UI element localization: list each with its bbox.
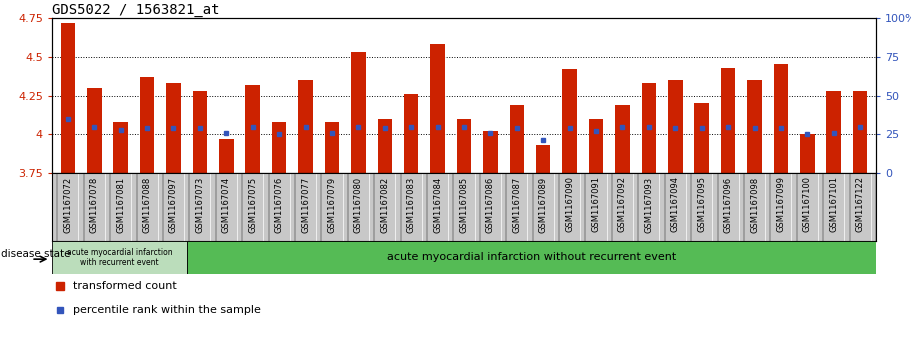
Bar	[773, 65, 788, 173]
FancyBboxPatch shape	[187, 241, 876, 274]
Text: GSM1167099: GSM1167099	[776, 176, 785, 232]
Text: GSM1167085: GSM1167085	[459, 176, 468, 233]
Text: GSM1167079: GSM1167079	[327, 176, 336, 233]
Bar	[800, 134, 814, 173]
Text: GSM1167083: GSM1167083	[406, 176, 415, 233]
Bar	[113, 122, 128, 173]
Text: GSM1167084: GSM1167084	[433, 176, 442, 233]
Text: GSM1167092: GSM1167092	[618, 176, 627, 232]
Bar	[853, 91, 867, 173]
Text: GSM1167093: GSM1167093	[644, 176, 653, 233]
Bar	[562, 69, 577, 173]
Bar	[430, 44, 445, 173]
Bar	[589, 119, 603, 173]
Bar	[509, 105, 524, 173]
Bar	[456, 119, 471, 173]
Bar	[139, 77, 154, 173]
Text: acute myocardial infarction without recurrent event: acute myocardial infarction without recu…	[387, 253, 676, 262]
Bar	[747, 80, 762, 173]
Text: GSM1167088: GSM1167088	[143, 176, 151, 233]
Bar	[483, 131, 497, 173]
Bar	[166, 83, 180, 173]
Text: transformed count: transformed count	[73, 281, 177, 291]
Text: GSM1167101: GSM1167101	[829, 176, 838, 232]
Text: GSM1167091: GSM1167091	[591, 176, 600, 232]
Text: GSM1167094: GSM1167094	[670, 176, 680, 232]
Bar	[536, 145, 550, 173]
Bar	[87, 88, 101, 173]
Text: GSM1167076: GSM1167076	[274, 176, 283, 233]
Bar	[219, 139, 233, 173]
Bar	[826, 91, 841, 173]
Text: disease state: disease state	[1, 249, 70, 259]
Text: GSM1167073: GSM1167073	[195, 176, 204, 233]
Text: GDS5022 / 1563821_at: GDS5022 / 1563821_at	[52, 3, 220, 17]
Text: GSM1167072: GSM1167072	[64, 176, 72, 233]
Text: GSM1167086: GSM1167086	[486, 176, 495, 233]
Bar	[192, 91, 207, 173]
Bar	[404, 94, 418, 173]
Text: GSM1167095: GSM1167095	[697, 176, 706, 232]
Text: GSM1167074: GSM1167074	[221, 176, 230, 233]
Bar	[351, 52, 365, 173]
Text: GSM1167090: GSM1167090	[565, 176, 574, 232]
Text: GSM1167080: GSM1167080	[353, 176, 363, 233]
Text: GSM1167122: GSM1167122	[855, 176, 865, 232]
FancyBboxPatch shape	[52, 241, 187, 274]
Bar	[668, 80, 682, 173]
Text: GSM1167096: GSM1167096	[723, 176, 732, 233]
Text: GSM1167082: GSM1167082	[380, 176, 389, 233]
Text: GSM1167100: GSM1167100	[803, 176, 812, 232]
Text: GSM1167075: GSM1167075	[248, 176, 257, 233]
Bar	[694, 103, 709, 173]
Text: GSM1167098: GSM1167098	[750, 176, 759, 233]
Text: percentile rank within the sample: percentile rank within the sample	[73, 305, 261, 315]
Bar	[298, 80, 312, 173]
Text: acute myocardial infarction
with recurrent event: acute myocardial infarction with recurre…	[67, 248, 172, 267]
Bar	[324, 122, 339, 173]
Text: GSM1167078: GSM1167078	[90, 176, 98, 233]
Bar	[61, 23, 75, 173]
Bar	[245, 85, 260, 173]
Bar	[271, 122, 286, 173]
Bar	[721, 68, 735, 173]
Text: GSM1167089: GSM1167089	[538, 176, 548, 233]
Bar	[641, 83, 656, 173]
Text: GSM1167087: GSM1167087	[512, 176, 521, 233]
Text: GSM1167077: GSM1167077	[301, 176, 310, 233]
Bar	[377, 119, 392, 173]
Bar	[615, 105, 630, 173]
Text: GSM1167097: GSM1167097	[169, 176, 178, 233]
Text: GSM1167081: GSM1167081	[117, 176, 125, 233]
